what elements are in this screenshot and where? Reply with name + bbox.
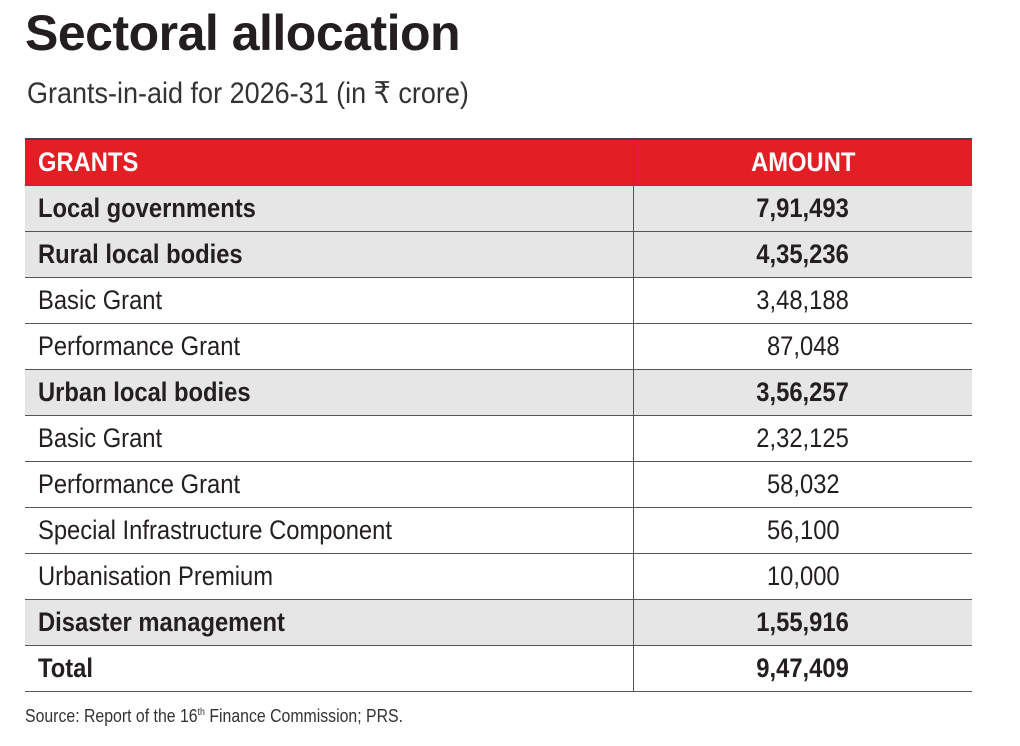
amount-cell: 56,100 <box>633 507 972 554</box>
grant-label-cell: Basic Grant <box>25 277 634 324</box>
table-row: Urbanisation Premium 10,000 <box>25 553 972 600</box>
table-row: Basic Grant 2,32,125 <box>25 415 972 462</box>
table-row: Disaster management 1,55,916 <box>25 599 972 646</box>
grant-label-cell: Basic Grant <box>25 415 634 462</box>
table-row: Local governments 7,91,493 <box>25 185 972 232</box>
source-note: Source: Report of the 16th Finance Commi… <box>25 706 404 726</box>
table-row: Total 9,47,409 <box>25 645 972 692</box>
chart-title: Sectoral allocation <box>25 5 461 61</box>
column-header-amount: AMOUNT <box>633 138 972 186</box>
amount-cell: 3,48,188 <box>633 277 972 324</box>
grant-label-cell: Special Infrastructure Component <box>25 507 634 554</box>
table-row: Special Infrastructure Component 56,100 <box>25 507 972 554</box>
grants-table: GRANTS AMOUNT Local governments 7,91,493 R… <box>25 138 972 692</box>
column-header-grants: GRANTS <box>25 138 634 186</box>
amount-cell: 10,000 <box>633 553 972 600</box>
amount-cell: 2,32,125 <box>633 415 972 462</box>
table-header-row: GRANTS AMOUNT <box>25 138 972 186</box>
amount-cell: 7,91,493 <box>633 185 972 232</box>
amount-cell: 58,032 <box>633 461 972 508</box>
amount-cell: 4,35,236 <box>633 231 972 278</box>
grant-label-cell: Local governments <box>25 185 634 232</box>
grant-label-cell: Performance Grant <box>25 461 634 508</box>
amount-cell: 9,47,409 <box>633 645 972 692</box>
grant-label-cell: Urban local bodies <box>25 369 634 416</box>
table-row: Rural local bodies 4,35,236 <box>25 231 972 278</box>
chart-subtitle: Grants-in-aid for 2026-31 (in ₹ crore) <box>27 77 469 110</box>
grant-label-cell: Urbanisation Premium <box>25 553 634 600</box>
grant-label-cell: Performance Grant <box>25 323 634 370</box>
table-row: Performance Grant 58,032 <box>25 461 972 508</box>
grant-label-cell: Total <box>25 645 634 692</box>
grant-label-cell: Disaster management <box>25 599 634 646</box>
table-row: Urban local bodies 3,56,257 <box>25 369 972 416</box>
table-row: Basic Grant 3,48,188 <box>25 277 972 324</box>
grant-label-cell: Rural local bodies <box>25 231 634 278</box>
amount-cell: 1,55,916 <box>633 599 972 646</box>
table-row: Performance Grant 87,048 <box>25 323 972 370</box>
amount-cell: 3,56,257 <box>633 369 972 416</box>
amount-cell: 87,048 <box>633 323 972 370</box>
